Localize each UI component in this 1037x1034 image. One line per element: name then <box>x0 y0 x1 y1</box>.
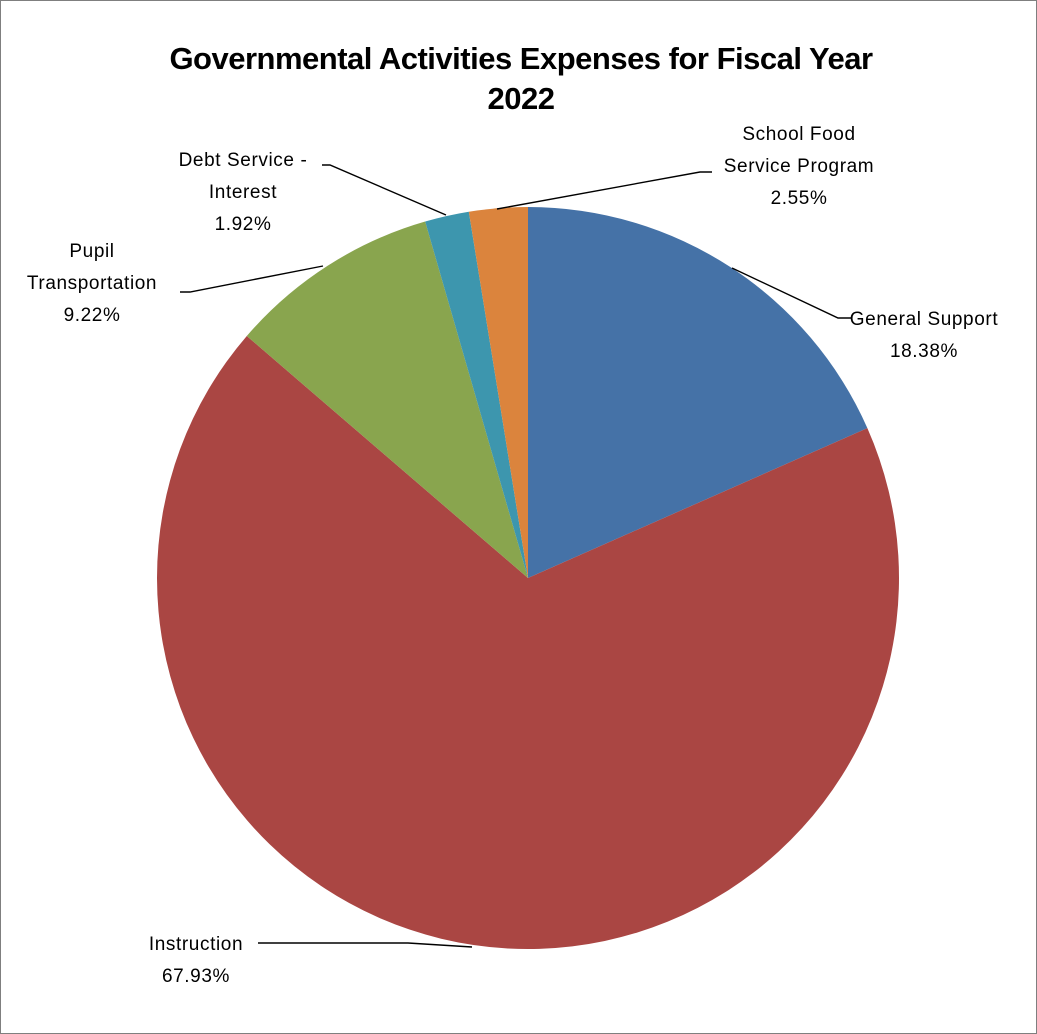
pie-slice-pupil-transportation <box>246 221 529 579</box>
pie-slice-debt-service-interest <box>425 211 528 578</box>
data-label-name-pupil-transportation: Pupil <box>69 241 114 262</box>
data-label-name-debt-service-interest: Interest <box>209 182 277 203</box>
pie-slice-instruction <box>157 335 900 949</box>
data-label-pct-school-food-service-program: 2.55% <box>771 188 828 209</box>
data-label-name-instruction: Instruction <box>149 934 243 955</box>
data-label-pct-debt-service-interest: 1.92% <box>215 214 272 235</box>
leader-line-general-support <box>731 267 852 319</box>
data-label-name-debt-service-interest: Debt Service - <box>179 150 308 171</box>
data-label-pct-general-support: 18.38% <box>890 341 958 362</box>
leader-line-debt-service-interest <box>322 164 447 216</box>
data-label-pct-instruction: 67.93% <box>162 966 230 987</box>
chart-title-line-1: Governmental Activities Expenses for Fis… <box>169 41 873 76</box>
data-label-name-general-support: General Support <box>850 309 999 330</box>
leader-line-instruction <box>258 942 473 948</box>
pie-slice-school-food-service-program <box>468 207 528 578</box>
data-label-name-school-food-service-program: Service Program <box>724 156 875 177</box>
leader-line-school-food-service-program <box>496 171 712 210</box>
chart-title-line-2: 2022 <box>487 81 555 116</box>
leader-line-pupil-transportation <box>180 265 324 293</box>
data-label-name-school-food-service-program: School Food <box>742 124 855 145</box>
pie-slice-general-support <box>528 207 868 578</box>
data-label-pct-pupil-transportation: 9.22% <box>64 305 121 326</box>
data-label-name-pupil-transportation: Transportation <box>27 273 157 294</box>
chart-title: Governmental Activities Expenses for Fis… <box>81 39 961 119</box>
